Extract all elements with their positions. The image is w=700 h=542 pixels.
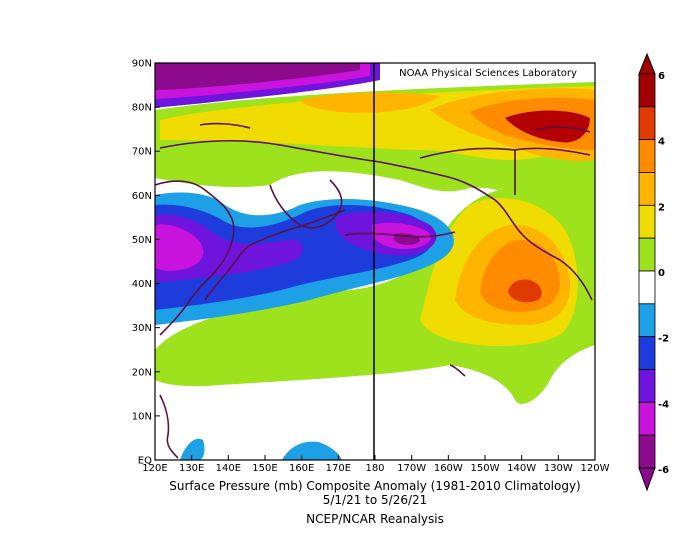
positive-high-pacific-core xyxy=(508,279,542,303)
colorbar-swatch xyxy=(638,204,656,239)
lat-label: 50N xyxy=(132,235,152,246)
caption-dates: 5/1/21 to 5/26/21 xyxy=(322,493,428,507)
coast-arctic-islands xyxy=(199,122,591,133)
lat-label: 70N xyxy=(132,147,152,158)
colorbar-swatch xyxy=(638,139,656,173)
lat-label: 40N xyxy=(132,279,152,290)
lat-label: 20N xyxy=(132,367,152,378)
lon-label: 170E xyxy=(326,463,351,474)
lon-label: 150W xyxy=(471,463,500,474)
colorbar-swatch xyxy=(638,73,656,108)
lat-label: 10N xyxy=(132,411,152,422)
colorbar-swatch xyxy=(638,336,656,370)
coast-siberia-north xyxy=(159,139,381,163)
lat-label: 90N xyxy=(132,59,152,70)
lat-label: 30N xyxy=(132,323,152,334)
lat-label: 80N xyxy=(132,103,152,114)
lon-label: 160E xyxy=(289,463,314,474)
colorbar-swatch xyxy=(638,270,656,305)
coast-asia xyxy=(155,180,235,336)
credit-label: NOAA Physical Sciences Laboratory xyxy=(399,68,577,79)
negative-polar-purple xyxy=(155,63,360,90)
colorbar-label: 2 xyxy=(658,202,665,213)
lon-label: 180 xyxy=(365,463,384,474)
lon-label: 120W xyxy=(581,463,610,474)
lon-label: 160W xyxy=(434,463,463,474)
coast-japan xyxy=(204,244,251,301)
coast-aleutians xyxy=(344,231,456,238)
coast-alaska-north xyxy=(419,147,516,195)
coast-hawaii xyxy=(449,364,466,377)
negative-patch-eq1 xyxy=(180,438,205,460)
positive-high-ne-red xyxy=(505,110,590,143)
colorbar-label: 6 xyxy=(658,71,665,82)
coast-alaska xyxy=(379,161,593,301)
colorbar-label: 0 xyxy=(658,268,665,279)
colorbar-swatch xyxy=(638,303,656,338)
colorbar-label: 4 xyxy=(658,137,665,148)
colorbar-bottom-arrow xyxy=(638,467,656,492)
lon-label: 140E xyxy=(216,463,241,474)
colorbar-swatch xyxy=(638,401,656,436)
colorbar xyxy=(638,52,656,492)
colorbar-swatch xyxy=(638,237,656,272)
lon-label: 150E xyxy=(252,463,277,474)
colorbar-labels: 6 4 2 0 -2 -4 -6 xyxy=(658,71,669,476)
colorbar-swatch xyxy=(638,369,656,403)
negative-patch-eq2 xyxy=(282,441,342,460)
map-plot-area xyxy=(155,63,595,460)
lon-label: 130W xyxy=(544,463,573,474)
lon-label: 140W xyxy=(507,463,536,474)
lat-label: EQ xyxy=(138,456,152,467)
colorbar-swatch xyxy=(638,172,656,206)
caption-title: Surface Pressure (mb) Composite Anomaly … xyxy=(169,479,581,493)
coast-kuril xyxy=(249,209,346,246)
latitude-labels: 90N 80N 70N 60N 50N 40N 30N 20N 10N EQ xyxy=(132,59,160,467)
colorbar-swatch xyxy=(638,106,656,141)
colorbar-label: -2 xyxy=(658,334,669,345)
colorbar-top-arrow xyxy=(638,52,656,75)
colorbar-label: -6 xyxy=(658,465,669,476)
lon-label: 130E xyxy=(179,463,204,474)
negative-low-west-magenta xyxy=(155,224,204,271)
coastlines xyxy=(155,122,593,459)
caption-dataset: NCEP/NCAR Reanalysis xyxy=(306,512,444,526)
longitude-labels: 120E 130E 140E 150E 160E 170E 180 170W 160W 150W 1… xyxy=(142,455,610,474)
credit-box xyxy=(380,65,593,79)
coast-kamchatka xyxy=(269,179,343,229)
positive-band-north-orange xyxy=(300,92,440,113)
coast-philippines xyxy=(159,394,179,459)
lon-label: 170W xyxy=(397,463,426,474)
colorbar-label: -4 xyxy=(658,399,669,410)
lat-label: 60N xyxy=(132,191,152,202)
coast-canada-north xyxy=(514,147,591,156)
lon-label: 120E xyxy=(142,463,167,474)
colorbar-swatch xyxy=(638,434,656,469)
